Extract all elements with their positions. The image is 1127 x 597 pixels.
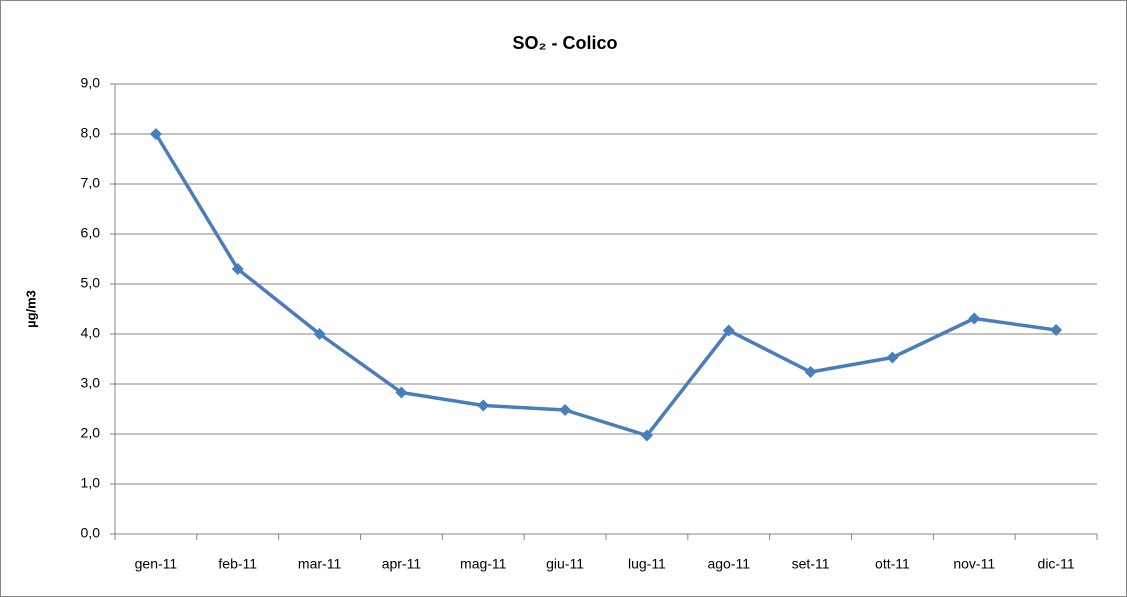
y-tick-label: 4,0 [81,325,101,341]
data-point [149,128,162,140]
x-tick-label: lug-11 [628,556,666,572]
y-tick-label: 1,0 [81,475,101,491]
y-tick-label: 0,0 [81,525,101,541]
x-tick-label: nov-11 [953,556,995,572]
data-point [804,366,817,378]
data-point [722,324,735,337]
x-tick-label: giu-11 [546,556,584,572]
y-axis-label: µg/m3 [23,290,38,328]
y-tick-label: 2,0 [81,425,101,441]
x-tick-label: set-11 [792,556,830,572]
data-point [395,386,408,399]
data-point [559,404,572,416]
y-tick-label: 8,0 [81,125,101,141]
x-tick-label: mar-11 [298,556,342,572]
data-point [968,312,981,325]
data-point [640,429,653,442]
series-line [154,133,1057,438]
data-point [1050,324,1063,336]
data-point [313,328,326,340]
x-tick-label: gen-11 [135,556,178,572]
chart-title: SO₂ - Colico [512,33,617,53]
x-tick-label: mag-11 [460,556,507,572]
x-tick-label: ott-11 [875,556,910,572]
x-tick-label: feb-11 [218,556,257,572]
y-tick-label: 7,0 [81,175,101,191]
data-point [886,351,899,364]
y-tick-label: 6,0 [81,225,101,241]
data-point [477,399,490,412]
x-tick-label: apr-11 [382,556,422,572]
y-tick-label: 5,0 [81,275,101,291]
x-tick-label: dic-11 [1038,556,1075,572]
x-tick-label: ago-11 [707,556,750,572]
y-tick-label: 9,0 [81,75,101,91]
data-point [231,263,244,275]
y-tick-label: 3,0 [81,375,101,391]
